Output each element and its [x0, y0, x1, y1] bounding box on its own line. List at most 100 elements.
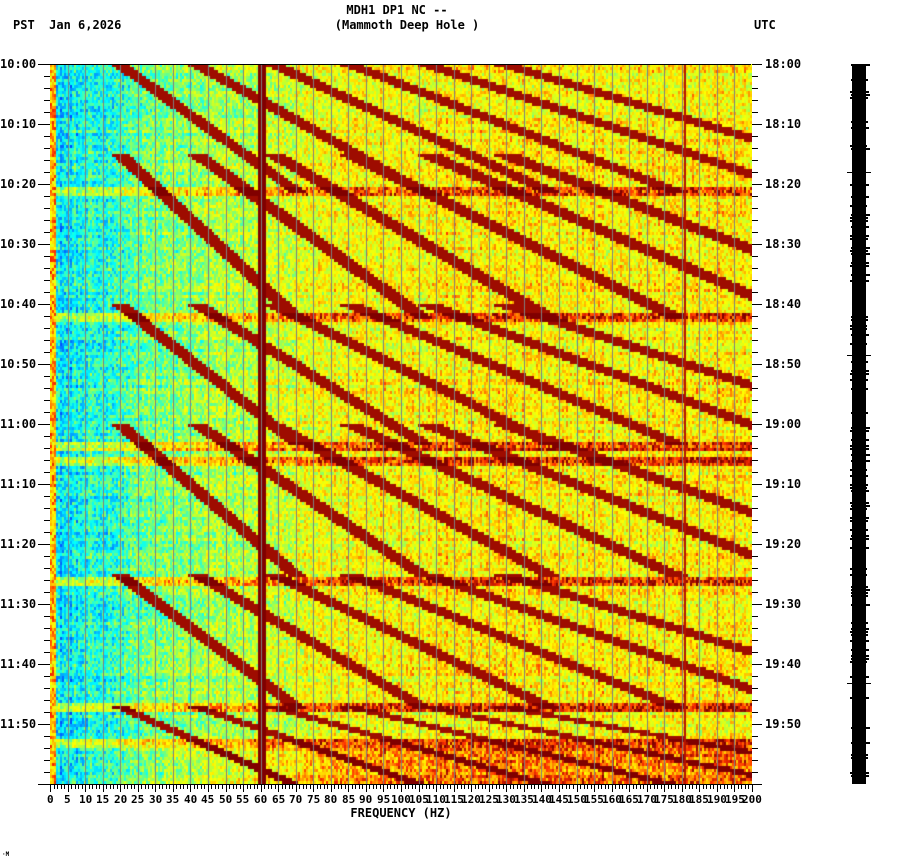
y-tick-label-pst: 10:10	[0, 118, 36, 130]
x-tick	[341, 784, 342, 789]
x-tick	[127, 784, 128, 789]
amplitude-bar-edge	[851, 319, 868, 321]
x-tick	[194, 784, 195, 789]
y-tick	[752, 760, 758, 761]
y-tick	[752, 772, 758, 773]
x-tick	[320, 784, 321, 789]
corner-mark: ·M	[2, 851, 9, 858]
y-tick-label-pst: 10:30	[0, 238, 36, 250]
x-tick-label: 145	[549, 794, 569, 806]
y-tick	[44, 736, 50, 737]
y-tick-label-utc: 18:00	[765, 58, 801, 70]
x-tick	[605, 784, 606, 789]
y-tick	[38, 64, 50, 65]
x-tick	[166, 784, 167, 789]
amplitude-bar-edge	[850, 430, 869, 432]
x-tick	[562, 784, 563, 789]
x-tick	[657, 784, 658, 789]
x-tick	[324, 784, 325, 789]
x-tick	[183, 784, 184, 789]
x-tick	[629, 784, 630, 792]
x-tick	[148, 784, 149, 789]
x-tick	[734, 784, 735, 792]
amplitude-bar-edge	[850, 517, 869, 519]
amplitude-bar-edge	[850, 484, 868, 486]
amplitude-bar-edge	[851, 595, 868, 597]
y-tick	[752, 268, 758, 269]
x-tick	[531, 784, 532, 789]
amplitude-bar-edge	[851, 127, 869, 129]
spectrogram-plot	[50, 64, 752, 784]
amplitude-bar-edge	[851, 388, 868, 390]
x-tick	[89, 784, 90, 789]
amplitude-bar-edge	[851, 742, 870, 744]
x-tick	[503, 784, 504, 789]
x-tick	[131, 784, 132, 789]
y-tick	[752, 736, 758, 737]
x-tick	[703, 784, 704, 789]
x-tick	[552, 784, 553, 789]
y-tick	[44, 496, 50, 497]
x-tick	[689, 784, 690, 789]
x-tick	[422, 784, 423, 789]
amplitude-bar-edge	[850, 343, 867, 345]
y-tick-label-pst: 11:30	[0, 598, 36, 610]
amplitude-bar-edge	[851, 592, 868, 594]
y-tick	[752, 520, 758, 521]
amplitude-bar-edge	[851, 622, 868, 624]
amplitude-bar-edge	[851, 454, 870, 456]
y-tick	[44, 400, 50, 401]
amplitude-bar-edge	[851, 64, 870, 66]
y-tick	[38, 724, 50, 725]
x-tick	[162, 784, 163, 789]
amplitude-bar-edge	[851, 148, 870, 150]
y-tick	[752, 100, 758, 101]
y-tick-label-pst: 10:40	[0, 298, 36, 310]
amplitude-bar-edge	[851, 658, 869, 660]
x-tick	[696, 784, 697, 789]
amplitude-bar-edge	[851, 586, 868, 588]
y-tick-label-utc: 19:10	[765, 478, 801, 490]
y-tick	[752, 376, 758, 377]
amplitude-bar-edge	[851, 655, 869, 657]
x-tick	[387, 784, 388, 789]
x-tick	[485, 784, 486, 789]
y-tick	[38, 304, 50, 305]
x-tick	[75, 784, 76, 789]
x-tick	[197, 784, 198, 789]
y-tick	[38, 784, 50, 785]
x-tick	[619, 784, 620, 789]
y-tick	[752, 748, 758, 749]
x-tick	[369, 784, 370, 789]
y-tick	[752, 628, 758, 629]
x-tick	[327, 784, 328, 789]
y-tick	[44, 580, 50, 581]
y-tick	[44, 520, 50, 521]
y-tick	[44, 748, 50, 749]
amplitude-bar-edge	[851, 214, 870, 216]
y-tick	[752, 688, 758, 689]
amplitude-bar-edge	[850, 445, 869, 447]
amplitude-bar-edge	[850, 772, 869, 774]
amplitude-bar-edge	[851, 439, 869, 441]
y-tick	[752, 388, 758, 389]
x-tick	[282, 784, 283, 789]
y-tick	[752, 424, 762, 425]
y-tick	[752, 280, 758, 281]
x-tick	[345, 784, 346, 789]
amplitude-bar-edge	[850, 574, 867, 576]
y-tick-label-pst: 11:40	[0, 658, 36, 670]
y-tick	[44, 292, 50, 293]
y-tick	[752, 292, 758, 293]
y-tick	[44, 472, 50, 473]
x-tick	[180, 784, 181, 789]
y-tick-label-utc: 18:30	[765, 238, 801, 250]
x-tick	[190, 784, 191, 792]
y-tick	[44, 76, 50, 77]
y-tick	[752, 484, 762, 485]
x-tick	[68, 784, 69, 792]
y-tick-label-utc: 18:10	[765, 118, 801, 130]
amplitude-bar-edge	[850, 568, 867, 570]
x-tick	[71, 784, 72, 789]
x-tick	[699, 784, 700, 792]
